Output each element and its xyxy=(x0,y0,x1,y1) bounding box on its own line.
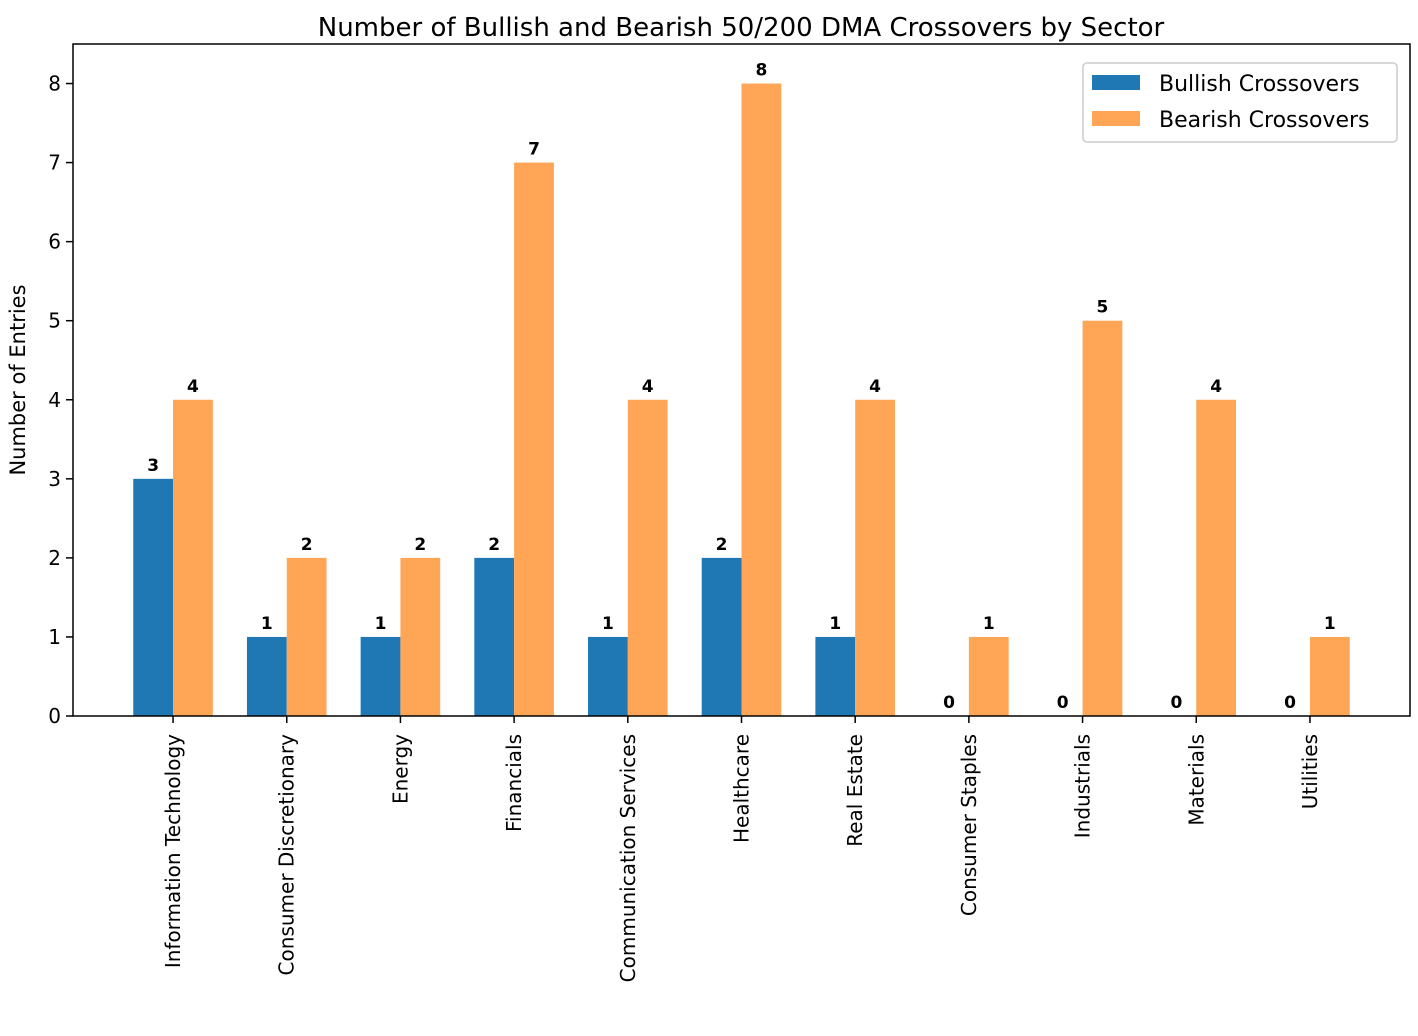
legend-box xyxy=(1082,62,1398,143)
legend-label-bearish: Bearish Crossovers xyxy=(1159,108,1370,133)
data-label-bearish: 2 xyxy=(414,535,426,555)
bar-bearish xyxy=(400,557,441,716)
data-label-bullish: 0 xyxy=(1170,693,1182,713)
data-label-bearish: 5 xyxy=(1097,298,1109,318)
data-label-bullish: 3 xyxy=(147,456,159,476)
y-tick-label: 6 xyxy=(48,230,61,254)
x-tick-label: Real Estate xyxy=(843,734,867,847)
data-label-bearish: 4 xyxy=(1210,377,1222,397)
x-tick-label: Information Technology xyxy=(161,734,185,968)
bars-group: 3 1 1 2 1 2 1 0 0 0 0 4 2 2 7 4 8 4 1 5 4 1 xyxy=(133,61,1350,716)
data-label-bearish: 1 xyxy=(1324,614,1336,634)
bar-bearish xyxy=(1196,399,1237,716)
data-label-bearish: 7 xyxy=(528,140,540,160)
data-label-bullish: 1 xyxy=(261,614,273,634)
x-tick-label: Utilities xyxy=(1298,734,1322,809)
data-label-bullish: 1 xyxy=(375,614,387,634)
x-tick-label: Consumer Discretionary xyxy=(275,734,299,976)
bar-bullish xyxy=(701,557,742,716)
data-label-bearish: 1 xyxy=(983,614,995,634)
data-label-bearish: 8 xyxy=(755,61,767,81)
bar-bearish xyxy=(286,557,327,716)
x-tick-label: Industrials xyxy=(1071,734,1095,838)
bar-bearish xyxy=(968,636,1009,716)
bar-bearish xyxy=(1082,320,1123,716)
bar-bullish xyxy=(815,636,856,716)
bar-bullish xyxy=(360,636,401,716)
bar-bullish xyxy=(133,478,174,716)
chart-title: Number of Bullish and Bearish 50/200 DMA… xyxy=(318,13,1165,43)
x-tick-label: Materials xyxy=(1184,734,1208,826)
bar-bearish xyxy=(1309,636,1350,716)
y-tick-label: 8 xyxy=(48,72,61,96)
legend: Bullish Crossovers Bearish Crossovers xyxy=(1082,62,1398,143)
data-label-bullish: 0 xyxy=(943,693,955,713)
bar-bullish xyxy=(588,636,628,716)
bar-bearish xyxy=(855,399,895,716)
bar-bullish xyxy=(474,557,515,716)
data-label-bullish: 1 xyxy=(829,614,841,634)
legend-swatch-bullish xyxy=(1092,75,1140,90)
y-tick-label: 2 xyxy=(48,546,61,570)
x-ticks: Information Technology Consumer Discretio… xyxy=(161,716,1322,982)
bar-bearish xyxy=(741,83,782,716)
y-tick-label: 7 xyxy=(48,151,61,175)
data-label-bearish: 4 xyxy=(187,377,199,397)
data-label-bearish: 4 xyxy=(869,377,881,397)
data-label-bullish: 2 xyxy=(488,535,500,555)
bar-bearish xyxy=(514,162,554,716)
data-label-bullish: 2 xyxy=(716,535,728,555)
data-label-bearish: 4 xyxy=(642,377,654,397)
y-tick-label: 4 xyxy=(48,388,61,412)
data-label-bullish: 0 xyxy=(1057,693,1069,713)
y-ticks: 0 1 2 3 4 5 6 7 8 xyxy=(48,72,73,728)
y-tick-label: 3 xyxy=(48,467,61,491)
bar-bearish xyxy=(627,399,668,716)
x-tick-label: Financials xyxy=(502,734,526,832)
x-tick-label: Consumer Staples xyxy=(957,734,981,916)
data-label-bullish: 1 xyxy=(602,614,614,634)
data-label-bearish: 2 xyxy=(301,535,313,555)
legend-label-bullish: Bullish Crossovers xyxy=(1159,72,1360,97)
x-tick-label: Healthcare xyxy=(730,734,754,843)
plot-frame xyxy=(72,43,1411,717)
y-axis-label: Number of Entries xyxy=(6,284,30,475)
y-tick-label: 5 xyxy=(48,309,61,333)
bar-bearish xyxy=(173,399,213,716)
y-tick-label: 1 xyxy=(48,625,61,649)
x-tick-label: Energy xyxy=(388,734,412,804)
data-label-bullish: 0 xyxy=(1284,693,1296,713)
x-tick-label: Communication Services xyxy=(616,734,640,982)
legend-swatch-bearish xyxy=(1092,111,1140,126)
bar-bullish xyxy=(246,636,287,716)
y-tick-label: 0 xyxy=(48,704,61,728)
